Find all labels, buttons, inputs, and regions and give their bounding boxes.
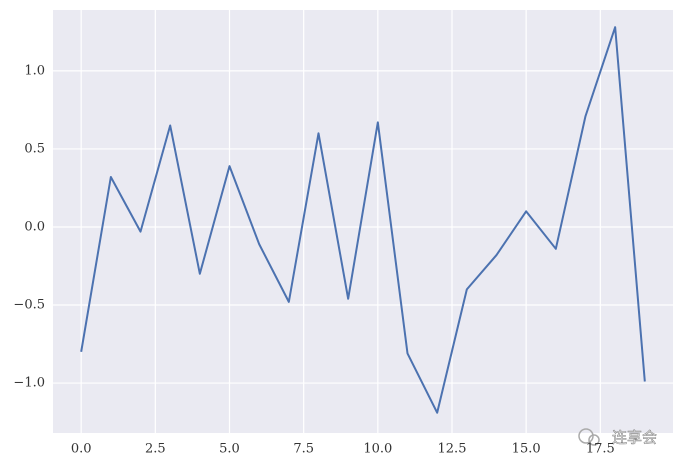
- x-tick-label: 10.0: [363, 442, 392, 457]
- x-tick-label: 5.0: [219, 442, 240, 457]
- x-tick-label: 7.5: [293, 442, 314, 457]
- plot-area: [53, 10, 673, 433]
- x-tick-label: 15.0: [512, 442, 541, 457]
- grid: [53, 10, 673, 433]
- y-tick-label: 0.0: [24, 219, 45, 234]
- marks: [80, 26, 646, 414]
- line: [80, 26, 646, 414]
- x-tick-label: 2.5: [145, 442, 166, 457]
- y-tick-label: 0.5: [24, 141, 45, 156]
- x-tick-label: 0.0: [71, 442, 92, 457]
- y-tick-label: −0.5: [13, 298, 45, 313]
- y-tick-label: −1.0: [13, 376, 45, 391]
- x-tick-label: 12.5: [438, 442, 467, 457]
- x-tick-label: 17.5: [586, 442, 615, 457]
- watermark: 连享会: [578, 428, 657, 447]
- watermark-icon: [588, 434, 600, 446]
- watermark-text: 连享会: [612, 429, 657, 447]
- y-tick-label: 1.0: [24, 63, 45, 78]
- watermark-icon: [578, 428, 594, 444]
